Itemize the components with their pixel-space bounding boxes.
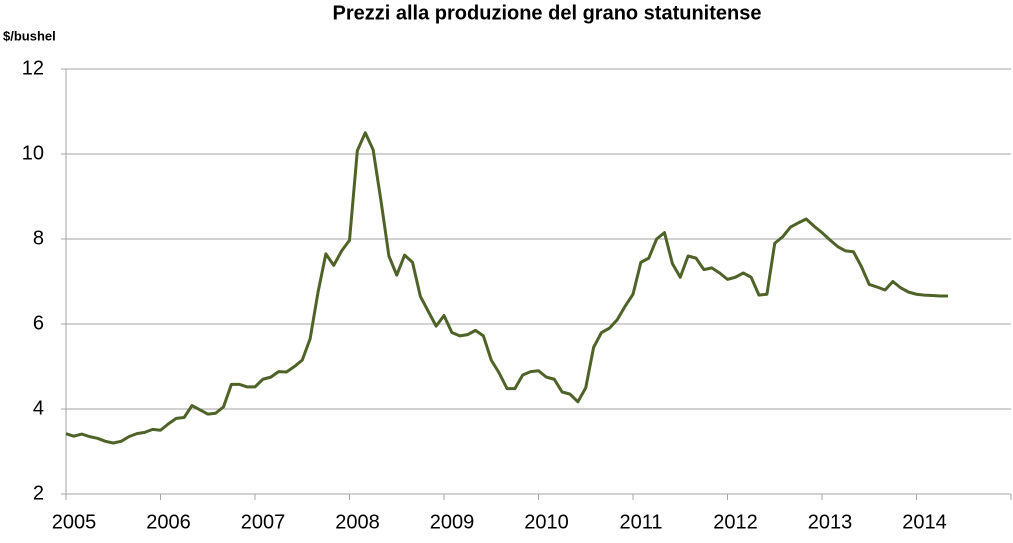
x-tick-label: 2011: [619, 511, 662, 533]
line-series: [65, 131, 948, 445]
y-tick-label: 2: [33, 482, 44, 504]
chart-title: Prezzi alla produzione del grano statuni…: [333, 2, 762, 24]
y-tick-label: 12: [22, 57, 44, 79]
y-tick-label: 6: [33, 312, 44, 334]
y-tick-label: 8: [33, 227, 44, 249]
x-tick-label: 2014: [902, 511, 947, 533]
x-tick-label: 2005: [52, 511, 97, 533]
y-tick-label: 10: [22, 142, 44, 164]
x-tick-label: 2012: [713, 511, 758, 533]
x-tick-label: 2006: [146, 511, 191, 533]
x-tick-label: 2007: [241, 511, 286, 533]
y-axis-label: $/bushel: [3, 28, 56, 43]
x-tick-label: 2013: [808, 511, 853, 533]
x-tick-label: 2009: [430, 511, 475, 533]
y-tick-label: 4: [33, 397, 44, 419]
x-tick-label: 2010: [524, 511, 569, 533]
x-tick-label: 2008: [335, 511, 380, 533]
